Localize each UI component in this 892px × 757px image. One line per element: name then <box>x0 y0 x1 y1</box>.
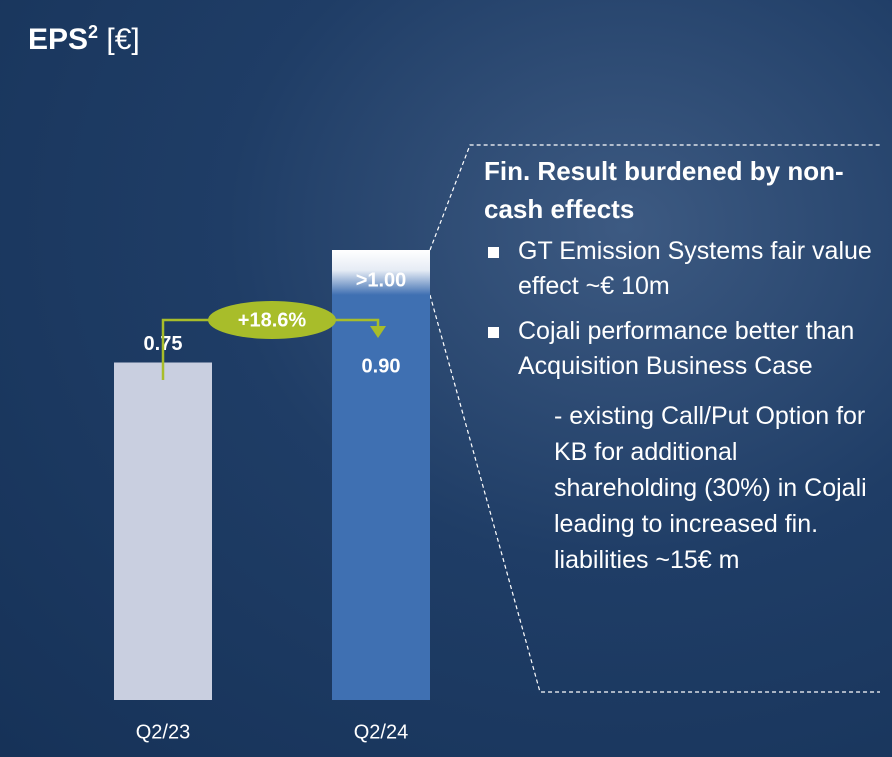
panel-heading: Fin. Result burdened by non-cash effects <box>484 152 864 228</box>
title-text: EPS <box>28 23 88 56</box>
x-tick-label: Q2/23 <box>136 721 190 743</box>
growth-label: +18.6% <box>238 309 307 331</box>
chart-title: EPS2 [€] <box>28 22 140 57</box>
x-tick-label: Q2/24 <box>354 721 408 743</box>
title-unit: [€] <box>106 23 139 56</box>
bar <box>114 363 212 701</box>
bullet: Cojali performance better than Acquisiti… <box>484 314 878 384</box>
bullet: GT Emission Systems fair value effect ~€… <box>484 234 878 304</box>
sub-note: - existing Call/Put Option for KB for ad… <box>484 398 884 578</box>
target-label: >1.00 <box>356 269 407 291</box>
title-superscript: 2 <box>88 22 98 42</box>
value-label: 0.90 <box>362 355 401 377</box>
comment-panel: Fin. Result burdened by non-cash effects… <box>484 152 884 578</box>
slide: >1.000.75Q2/230.90Q2/24+18.6% EPS2 [€] F… <box>0 0 892 757</box>
